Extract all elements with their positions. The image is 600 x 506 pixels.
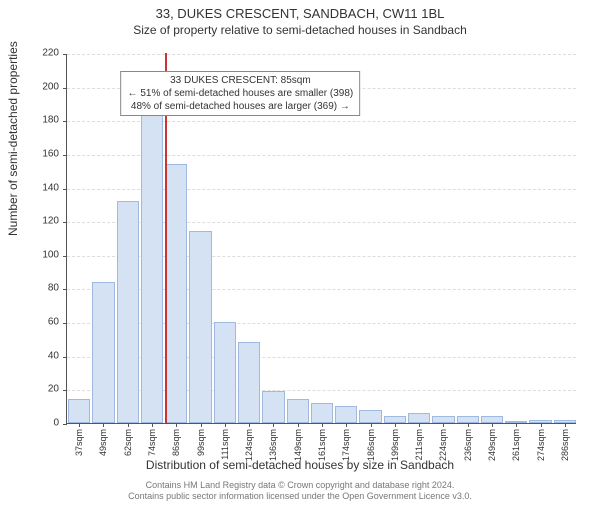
histogram-bar	[287, 399, 309, 423]
ytick-label: 0	[53, 418, 67, 429]
xtick-label: 74sqm	[147, 429, 157, 456]
ytick-label: 160	[42, 148, 67, 159]
histogram-bar	[92, 282, 114, 423]
xtick-label: 149sqm	[293, 429, 303, 461]
xtick-mark	[395, 423, 396, 427]
histogram-bar	[432, 416, 454, 423]
histogram-bar	[311, 403, 333, 423]
xtick-mark	[516, 423, 517, 427]
histogram-bar	[68, 399, 90, 423]
xtick-label: 211sqm	[414, 429, 424, 460]
histogram-bar	[189, 231, 211, 423]
histogram-bar	[359, 410, 381, 423]
x-axis-label: Distribution of semi-detached houses by …	[0, 458, 600, 472]
chart-title: 33, DUKES CRESCENT, SANDBACH, CW11 1BL	[0, 6, 600, 21]
annotation-line2: ← 51% of semi-detached houses are smalle…	[128, 87, 354, 100]
xtick-mark	[419, 423, 420, 427]
ytick-label: 180	[42, 115, 67, 126]
histogram-bar	[481, 416, 503, 423]
xtick-label: 199sqm	[390, 429, 400, 461]
annotation-box: 33 DUKES CRESCENT: 85sqm← 51% of semi-de…	[121, 71, 361, 116]
histogram-bar	[384, 416, 406, 423]
ytick-label: 60	[48, 317, 67, 328]
xtick-label: 86sqm	[171, 429, 181, 456]
histogram-bar	[117, 201, 139, 423]
annotation-line1: 33 DUKES CRESCENT: 85sqm	[128, 74, 354, 87]
xtick-mark	[322, 423, 323, 427]
footnote: Contains HM Land Registry data © Crown c…	[0, 480, 600, 502]
xtick-label: 62sqm	[123, 429, 133, 456]
ytick-label: 40	[48, 350, 67, 361]
xtick-label: 161sqm	[317, 429, 327, 461]
chart-container: { "chart": { "type": "histogram", "title…	[0, 6, 600, 506]
y-axis-label: Number of semi-detached properties	[6, 41, 20, 236]
xtick-label: 111sqm	[220, 429, 230, 460]
xtick-mark	[103, 423, 104, 427]
xtick-mark	[298, 423, 299, 427]
ytick-label: 220	[42, 48, 67, 59]
xtick-mark	[565, 423, 566, 427]
histogram-bar	[238, 342, 260, 423]
xtick-mark	[468, 423, 469, 427]
histogram-bar	[214, 322, 236, 423]
xtick-label: 124sqm	[244, 429, 254, 461]
xtick-label: 274sqm	[536, 429, 546, 461]
histogram-bar	[457, 416, 479, 423]
xtick-label: 49sqm	[98, 429, 108, 456]
ytick-label: 120	[42, 216, 67, 227]
histogram-bar	[141, 114, 163, 423]
xtick-label: 261sqm	[511, 429, 521, 461]
xtick-mark	[225, 423, 226, 427]
xtick-label: 99sqm	[196, 429, 206, 456]
xtick-label: 236sqm	[463, 429, 473, 461]
histogram-bar	[262, 391, 284, 423]
footnote-line2: Contains public sector information licen…	[0, 491, 600, 502]
xtick-mark	[128, 423, 129, 427]
xtick-mark	[443, 423, 444, 427]
xtick-mark	[201, 423, 202, 427]
footnote-line1: Contains HM Land Registry data © Crown c…	[0, 480, 600, 491]
xtick-label: 136sqm	[268, 429, 278, 461]
xtick-mark	[371, 423, 372, 427]
ytick-label: 140	[42, 182, 67, 193]
xtick-mark	[79, 423, 80, 427]
xtick-mark	[152, 423, 153, 427]
xtick-mark	[541, 423, 542, 427]
histogram-bar	[408, 413, 430, 423]
ytick-label: 80	[48, 283, 67, 294]
xtick-label: 37sqm	[74, 429, 84, 456]
plot-area: 02040608010012014016018020022037sqm49sqm…	[66, 54, 576, 424]
gridline	[67, 54, 576, 55]
histogram-bar	[335, 406, 357, 423]
xtick-mark	[346, 423, 347, 427]
xtick-mark	[176, 423, 177, 427]
ytick-label: 20	[48, 384, 67, 395]
xtick-label: 249sqm	[487, 429, 497, 461]
ytick-label: 200	[42, 81, 67, 92]
xtick-label: 186sqm	[366, 429, 376, 461]
xtick-label: 174sqm	[341, 429, 351, 461]
xtick-mark	[492, 423, 493, 427]
xtick-mark	[249, 423, 250, 427]
histogram-bar	[165, 164, 187, 423]
ytick-label: 100	[42, 249, 67, 260]
xtick-label: 286sqm	[560, 429, 570, 461]
chart-subtitle: Size of property relative to semi-detach…	[0, 23, 600, 37]
xtick-mark	[273, 423, 274, 427]
xtick-label: 224sqm	[438, 429, 448, 461]
annotation-line3: 48% of semi-detached houses are larger (…	[128, 100, 354, 113]
